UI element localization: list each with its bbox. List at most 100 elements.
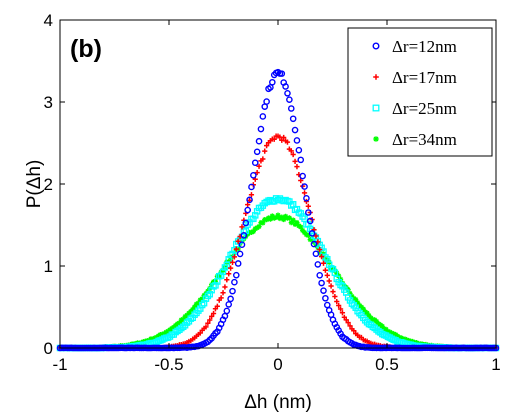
series-2-point	[240, 228, 248, 235]
series-0-point	[322, 294, 329, 302]
series-3-point	[402, 336, 408, 342]
series-0-point	[234, 260, 242, 267]
legend-marker-1	[373, 74, 379, 80]
series-1-point	[254, 169, 260, 176]
y-axis-label: P(Δh)	[24, 160, 45, 209]
series-3-point	[358, 304, 365, 310]
x-tick-label: -0.5	[154, 355, 183, 374]
series-1-point	[224, 277, 230, 283]
series-2-point	[200, 299, 208, 307]
series-3-point	[286, 215, 292, 221]
series-3	[57, 212, 499, 351]
series-2-point	[252, 212, 259, 219]
series-2-point	[187, 315, 195, 322]
series-0-point	[305, 209, 312, 216]
x-axis-label: Δh (nm)	[244, 392, 312, 413]
series-1-point	[228, 265, 234, 271]
series-2-point	[212, 282, 219, 289]
series-0-point	[225, 301, 233, 308]
series-3-point	[256, 223, 262, 230]
legend-box	[347, 27, 493, 157]
series-0-point	[318, 279, 325, 287]
series-2-point	[337, 281, 344, 289]
series-1-point	[320, 260, 327, 266]
series-1-point	[214, 303, 220, 309]
series-3-point	[195, 300, 201, 306]
y-tick-label: 1	[44, 257, 53, 276]
series-1-point	[233, 246, 239, 252]
series-2-point	[250, 215, 257, 223]
series-1-point	[294, 164, 300, 170]
series-2-point	[217, 272, 225, 279]
series-3-point	[322, 256, 328, 262]
series-3-point	[275, 212, 281, 218]
series-3-point	[349, 293, 355, 300]
series-1-point	[229, 259, 236, 265]
series-1-point	[207, 317, 213, 323]
series-0-point	[291, 126, 299, 134]
series-3-point	[330, 265, 336, 271]
series-3-point	[241, 236, 247, 242]
y-tick-label: 2	[44, 175, 53, 194]
series-3-point	[355, 300, 361, 306]
plot-data-layer	[56, 68, 500, 352]
series-2-point	[333, 275, 341, 283]
series-3-point	[269, 213, 275, 219]
series-3-point	[193, 301, 200, 307]
series-0-point	[278, 70, 286, 77]
series-1-point	[324, 272, 330, 278]
series-3-point	[207, 285, 213, 292]
series-2-point	[325, 261, 333, 268]
series-2-point	[293, 205, 301, 213]
series-1-point	[337, 306, 344, 312]
series-0-point	[255, 137, 263, 145]
series-2-point	[204, 292, 212, 300]
series-0-point	[248, 183, 255, 191]
series-3-point	[239, 238, 245, 244]
series-1-point	[239, 224, 245, 230]
series-2-point	[179, 323, 187, 331]
series-1-point	[345, 319, 351, 326]
series-1-point	[256, 163, 262, 169]
series-1-point	[343, 317, 349, 323]
series-3-point	[163, 329, 169, 335]
series-2-point	[208, 286, 215, 294]
series-3-point	[300, 227, 306, 234]
series-3-point	[184, 312, 190, 318]
series-3-point	[279, 214, 285, 220]
series-0-point	[246, 196, 253, 204]
series-2-point	[327, 265, 335, 272]
series-0-point	[293, 137, 301, 144]
series-1-point	[336, 302, 342, 309]
series-0-point	[297, 156, 305, 164]
series-0-point	[232, 271, 240, 279]
y-tick-label: 0	[44, 339, 53, 358]
series-0-point	[295, 146, 303, 154]
series-3-point	[191, 304, 198, 310]
series-3-point	[176, 320, 183, 326]
series-3-point	[152, 335, 158, 341]
panel-label: (b)	[70, 35, 102, 63]
series-3-point	[379, 323, 385, 329]
series-3-point	[188, 308, 194, 315]
series-3-point	[180, 316, 186, 322]
series-2-point	[183, 319, 191, 326]
series-3-point	[303, 232, 310, 238]
legend: Δr=12nm Δr=17nm Δr=25nm Δr=34nm	[347, 27, 493, 157]
series-0-point	[250, 172, 257, 179]
series-1-point	[271, 136, 277, 142]
series-2-point	[198, 301, 206, 309]
series-0-point	[310, 240, 318, 248]
series-1-point	[210, 310, 217, 317]
series-3-point	[271, 215, 277, 221]
series-3-point	[250, 228, 256, 235]
series-0-point	[301, 183, 308, 190]
series-0-point	[238, 241, 246, 249]
series-0-point	[299, 172, 306, 180]
y-tick-label: 4	[44, 11, 53, 30]
series-1-point	[288, 148, 294, 154]
series-3-point	[273, 214, 279, 221]
series-0-point	[231, 278, 238, 286]
legend-label-1: Δr=17nm	[392, 68, 457, 87]
